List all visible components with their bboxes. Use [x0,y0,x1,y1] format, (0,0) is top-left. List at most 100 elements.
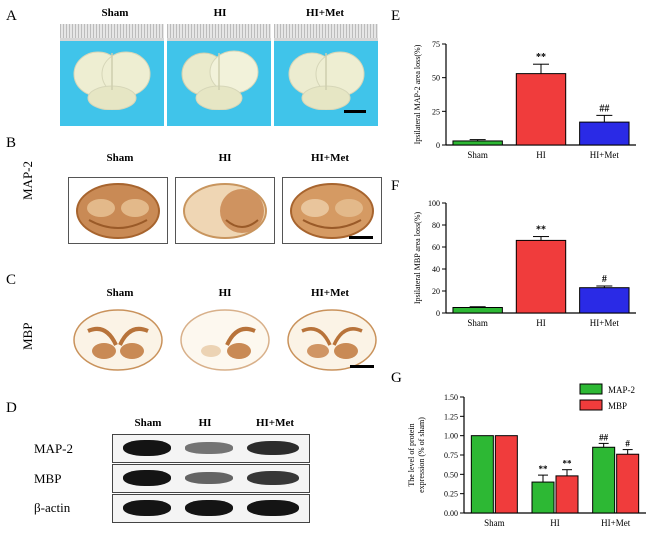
wb-band [185,472,233,484]
y-tick-label: 20 [432,287,440,296]
panel-label-b: B [6,135,17,151]
panel-label-a: A [6,8,17,24]
significance-mark: ** [563,459,573,469]
bar-sham [452,307,503,314]
y-tick-label: 50 [432,74,440,83]
significance-mark: ## [599,432,609,442]
wb-label-map2: MAP-2 [34,441,74,456]
c-cond-sham: Sham [106,287,134,299]
bar-hi [515,73,567,146]
x-tick-label: Sham [484,518,505,528]
wb-band [123,470,171,486]
b-cond-himet: HI+Met [310,152,350,164]
chart-g: 0.00 0.25 0.50 0.75 1.00 1.25 1.50 Sham ** ** HI ##… [400,372,650,531]
panel-label-f: F [391,178,400,194]
a-cond-hi: HI [213,7,227,19]
wb-band [123,440,171,456]
x-tick-label: HI+Met [590,318,620,328]
y-tick-label: 0.25 [444,490,458,499]
wb-col-hi: HI [198,417,212,429]
legend-swatch-mbp [579,399,603,411]
x-tick-label: HI [550,518,560,528]
y-tick-label: 0.50 [444,470,458,479]
bar-mbp-himet [616,453,640,514]
c-cond-hi: HI [218,287,232,299]
mbp-section-sham-image [66,305,170,375]
wb-band [123,500,171,516]
wb-row-bactin [112,494,310,523]
x-tick-label: HI [536,318,546,328]
y-tick-label: 1.25 [444,412,458,421]
y-tick-label: 25 [432,107,440,116]
row-label-map2: MAP-2 [20,160,35,200]
wb-col-sham: Sham [134,417,162,429]
y-tick-label: 100 [428,199,440,208]
x-tick-label: HI+Met [590,150,620,160]
map2-section-sham-image [68,177,168,244]
bar-map2-hi [531,481,555,514]
y-tick-label: 40 [432,265,440,274]
a-cond-himet: HI+Met [305,7,345,19]
legend-label-mbp: MBP [608,401,627,411]
bar-map2-sham [470,435,494,514]
whole-brain-hi-image [167,24,271,126]
bar-sham [452,140,503,146]
wb-col-himet: HI+Met [255,417,295,429]
y-axis-label: Ipsilateral MAP-2 area loss(%) [413,44,422,144]
chart-e: 0 25 50 75 Sham ** HI ## HI+Met Ipsilateral MAP-2… [400,0,650,170]
wb-label-bactin: β-actin [34,500,71,515]
bar-mbp-hi [555,475,579,514]
significance-mark: ** [539,464,549,474]
significance-mark: ** [536,52,546,63]
y-axis-label: Ipsilateral MBP area loss(%) [413,211,422,304]
legend-swatch-map2 [579,383,603,395]
panel-label-e: E [391,8,401,24]
wb-band [247,470,299,486]
wb-band [247,500,299,516]
a-cond-sham: Sham [101,7,129,19]
whole-brain-sham-image [60,24,164,126]
x-tick-label: Sham [467,318,488,328]
b-cond-hi: HI [218,152,232,164]
y-tick-label: 80 [432,221,440,230]
significance-mark: ## [599,103,609,114]
map2-section-himet-image [282,177,382,244]
y-tick-label: 0 [436,309,440,318]
row-label-mbp: MBP [20,322,35,350]
wb-label-mbp: MBP [34,471,62,486]
bar-himet [579,121,630,146]
y-tick-label: 0 [436,141,440,150]
bar-hi [515,239,567,314]
wb-band [247,440,299,456]
bar-mbp-sham [494,435,518,514]
wb-band [185,442,233,454]
panel-label-g: G [391,370,402,386]
bar-map2-himet [592,446,616,514]
y-axis-label-line2: expression (% of sham) [417,417,426,493]
y-tick-label: 0.75 [444,451,458,460]
mbp-section-hi-image [173,305,277,375]
c-cond-himet: HI+Met [310,287,350,299]
y-tick-label: 75 [432,40,440,49]
significance-mark: # [602,274,607,285]
chart-f: 0 20 40 60 80 100 Sham ** HI # HI+Met Ipsilateral M… [400,182,650,347]
significance-mark: ** [536,225,546,236]
x-tick-label: Sham [467,150,488,160]
scale-bar [344,110,366,113]
panel-label-c: C [6,272,17,288]
x-tick-label: HI [536,150,546,160]
y-tick-label: 1.00 [444,432,458,441]
wb-row-mbp [112,464,310,493]
bar-himet [579,287,630,314]
panel-label-d: D [6,400,17,416]
mbp-section-himet-image [280,305,384,375]
legend-label-map2: MAP-2 [608,385,635,395]
y-axis-label-line1: The level of protein [407,423,416,486]
wb-row-map2 [112,434,310,463]
y-tick-label: 0.00 [444,509,458,518]
significance-mark: # [625,439,630,449]
wb-band [185,500,233,516]
y-tick-label: 60 [432,243,440,252]
x-tick-label: HI+Met [601,518,631,528]
b-cond-sham: Sham [106,152,134,164]
